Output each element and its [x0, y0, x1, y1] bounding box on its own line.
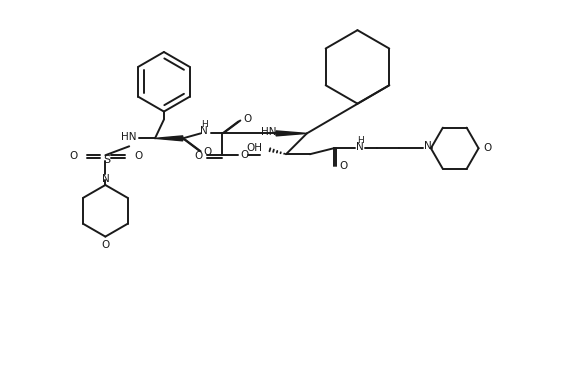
Text: O: O: [69, 151, 77, 161]
Text: N: N: [103, 174, 110, 184]
Text: HN: HN: [122, 132, 137, 142]
Text: O: O: [101, 240, 110, 250]
Text: O: O: [339, 161, 348, 171]
Polygon shape: [276, 131, 307, 136]
Text: O: O: [203, 147, 212, 157]
Text: S: S: [103, 155, 110, 165]
Text: O: O: [483, 143, 491, 153]
Text: H: H: [357, 136, 364, 145]
Text: HN: HN: [261, 127, 277, 137]
Text: N: N: [200, 127, 208, 137]
Polygon shape: [155, 136, 183, 141]
Text: O: O: [134, 151, 142, 161]
Text: O: O: [243, 114, 251, 124]
Text: N: N: [355, 142, 363, 152]
Text: OH: OH: [246, 143, 262, 153]
Text: O: O: [240, 150, 249, 160]
Text: H: H: [201, 120, 208, 129]
Text: O: O: [195, 151, 203, 161]
Text: N: N: [424, 141, 432, 151]
